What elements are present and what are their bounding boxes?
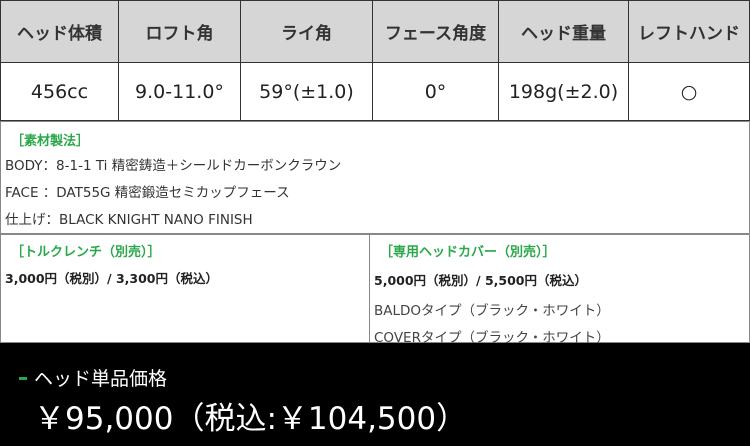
header-lie: ライ角 [240,0,373,63]
head-price: ￥95,000（税込:￥104,500） [34,401,468,437]
spec-value-row: 456cc 9.0-11.0° 59°(±1.0) 0° 198g(±2.0) … [0,62,750,121]
spec-header-row: ヘッド体積 ロフト角 ライ角 フェース角度 ヘッド重量 レフトハンド [0,0,750,63]
head-cover-type-cover: COVERタイプ（ブラック・ホワイト） [374,330,610,346]
header-head-volume: ヘッド体積 [0,0,119,63]
material-face: FACE ：DAT55G 精密鍛造セミカップフェース [5,185,290,201]
header-face-angle: フェース角度 [372,0,499,63]
material-finish: 仕上げ：BLACK KNIGHT NANO FINISH [5,212,253,228]
material-title: ［素材製法］ [11,134,90,149]
value-head-weight: 198g(±2.0) [498,62,629,121]
head-cover-price: 5,000円（税別）/ 5,500円（税込） [374,273,587,288]
torque-wrench-title: ［トルクレンチ（別売）］ [11,245,161,260]
material-body: BODY：8-1-1 Ti 精密鋳造＋シールドカーボンクラウン [5,158,342,174]
torque-wrench-section: ［トルクレンチ（別売）］ 3,000円（税別）/ 3,300円（税込） [0,234,370,343]
head-cover-type-baldo: BALDOタイプ（ブラック・ホワイト） [374,303,610,319]
value-lie: 59°(±1.0) [240,62,373,121]
value-left-hand: ○ [628,62,750,121]
header-left-hand: レフトハンド [628,0,750,63]
torque-wrench-price: 3,000円（税別）/ 3,300円（税込） [5,271,218,286]
green-dash-icon [19,377,27,380]
header-loft: ロフト角 [118,0,241,63]
value-loft: 9.0-11.0° [118,62,241,121]
price-footer: ヘッド単品価格 ￥95,000（税込:￥104,500） [0,343,750,446]
spec-table: ヘッド体積 ロフト角 ライ角 フェース角度 ヘッド重量 レフトハンド 456cc… [0,0,750,121]
head-cover-title: ［専用ヘッドカバー（別売）］ [380,245,556,260]
value-head-volume: 456cc [0,62,119,121]
head-cover-section: ［専用ヘッドカバー（別売）］ 5,000円（税別）/ 5,500円（税込） BA… [369,234,750,346]
head-price-title: ヘッド単品価格 [34,368,168,390]
header-head-weight: ヘッド重量 [498,0,629,63]
value-face-angle: 0° [372,62,499,121]
material-section: ［素材製法］ BODY：8-1-1 Ti 精密鋳造＋シールドカーボンクラウン F… [0,121,750,234]
